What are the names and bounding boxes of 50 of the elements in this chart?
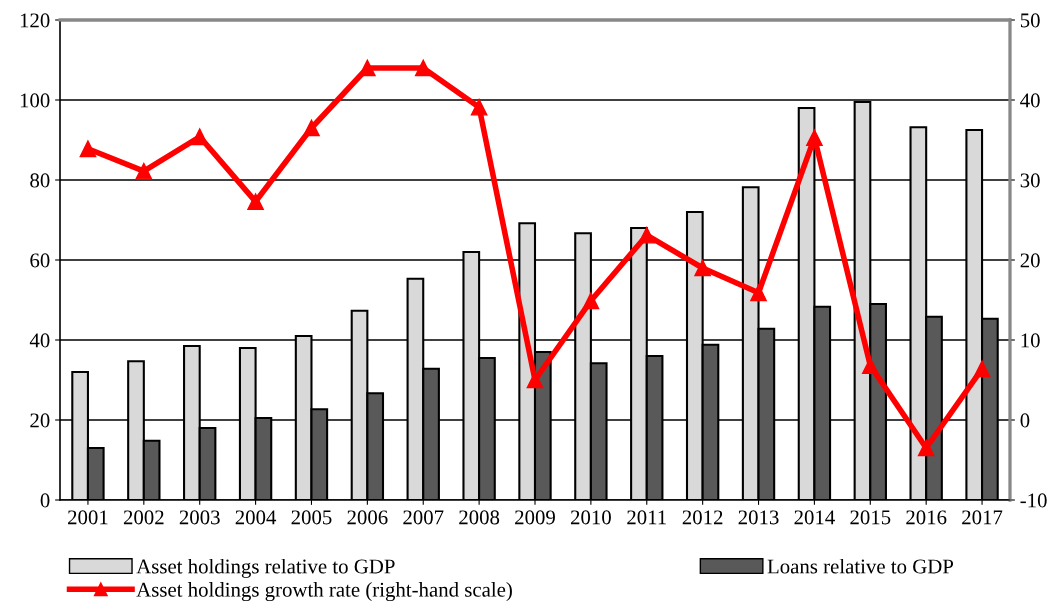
x-tick-label: 2004 <box>235 510 277 525</box>
x-tick-label: 2014 <box>794 510 835 525</box>
y2-tick-label: 40 <box>1020 93 1040 108</box>
legend-label: Asset holdings growth rate (right-hand scale) <box>136 582 512 602</box>
x-tick-label: 2017 <box>962 510 1003 525</box>
y-tick-label: 60 <box>30 253 50 268</box>
point <box>806 129 823 146</box>
x-tick-label: 2008 <box>459 510 500 525</box>
point <box>694 259 711 277</box>
point <box>191 128 209 146</box>
y-tick-label: 40 <box>29 333 50 348</box>
point <box>359 59 376 77</box>
y2-tick-label: 10 <box>1021 333 1040 348</box>
point <box>135 162 153 180</box>
x-tick-label: 2010 <box>570 510 611 525</box>
x-tick-label: 2013 <box>738 510 779 525</box>
y-tick-label: 80 <box>30 173 50 188</box>
x-tick-label: 2009 <box>515 510 555 525</box>
y2-tick-label: 50 <box>1020 13 1040 28</box>
legend-label: Asset holdings relative to GDP <box>136 558 395 578</box>
point <box>861 357 879 374</box>
point <box>973 360 991 378</box>
y-tick-label: 120 <box>20 13 50 28</box>
x-tick-label: 2012 <box>682 510 723 525</box>
point <box>917 439 935 457</box>
x-tick-label: 2001 <box>68 510 108 525</box>
x-tick-label: 2006 <box>347 510 388 525</box>
x-tick-label: 2003 <box>179 510 220 525</box>
y-tick-label: 20 <box>30 413 50 428</box>
x-tick-label: 2002 <box>123 510 164 525</box>
y-tick-label: 0 <box>40 493 50 508</box>
point <box>247 193 264 210</box>
x-tick-label: 2007 <box>403 510 444 525</box>
y2-tick-label: 0 <box>1020 413 1030 428</box>
point <box>638 226 656 244</box>
legend-label: Loans relative to GDP <box>767 558 954 574</box>
x-tick-label: 2015 <box>850 510 891 525</box>
x-tick-label: 2005 <box>291 510 332 525</box>
point <box>582 292 600 310</box>
point <box>303 119 320 137</box>
point <box>470 98 488 116</box>
x-tick-label: 2011 <box>627 510 666 525</box>
point <box>414 59 432 77</box>
point <box>750 284 767 302</box>
y-tick-label: 100 <box>20 93 50 108</box>
y2-tick-label: 30 <box>1020 173 1040 188</box>
y2-tick-label: 20 <box>1020 253 1040 268</box>
x-tick-label: 2016 <box>906 510 947 525</box>
y2-tick-label: -10 <box>1020 493 1047 508</box>
point <box>79 140 97 158</box>
